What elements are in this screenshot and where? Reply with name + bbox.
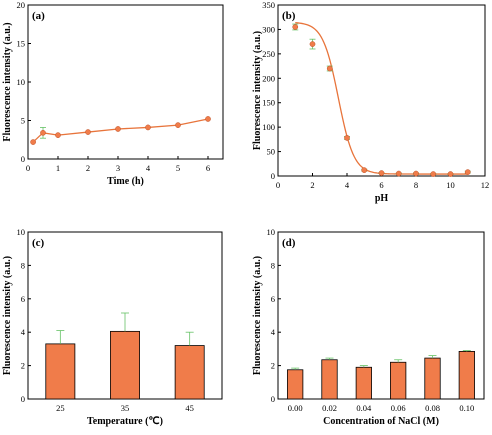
y-axis-title: Fluorescence intensity (a.u.) (252, 31, 263, 150)
bar (355, 366, 372, 400)
data-point (55, 132, 61, 138)
y-tick-label: 300 (262, 24, 275, 34)
y-tick-label: 8 (271, 260, 275, 270)
x-tick-label: 0.06 (391, 403, 406, 413)
data-point (145, 124, 151, 131)
y-tick-label: 0 (271, 171, 275, 181)
data-point (464, 169, 471, 175)
x-tick-label: 0.04 (356, 403, 372, 413)
x-tick-label: 2 (86, 163, 90, 173)
bar (287, 369, 304, 400)
bar (458, 351, 475, 400)
panel-a: 0 5 10 15 20 0 1 2 3 4 5 6 Time (h) Fluorescence inte… (2, 0, 224, 187)
x-tick-label: 0.08 (425, 403, 440, 413)
x-axis-title: pH (375, 193, 389, 204)
x-tick-label: 0 (26, 163, 30, 173)
bar (390, 361, 407, 400)
data-point (85, 129, 91, 135)
data-point (175, 122, 181, 128)
y-tick-label: 2 (21, 361, 25, 371)
plot-frame (277, 4, 486, 177)
y-tick-label: 4 (21, 327, 26, 337)
x-tick-label: 10 (446, 180, 455, 190)
x-tick-label: 25 (56, 403, 65, 413)
y-axis-title: Fluorescence intensity (a.u.) (252, 256, 263, 375)
bar (321, 359, 338, 400)
y-axis-title: Fluorescence intensity (a.u.) (2, 256, 13, 375)
data-point (447, 171, 454, 177)
series-line (32, 118, 209, 143)
x-tick-label: 8 (414, 180, 418, 190)
data-point (30, 139, 36, 145)
x-tick-label: 4 (146, 163, 151, 173)
y-tick-label: 50 (267, 147, 276, 157)
y-tick-label: 0 (21, 154, 25, 164)
x-tick-label: 0 (276, 180, 280, 190)
y-tick-label: 20 (17, 0, 26, 10)
panel-label: (b) (282, 10, 296, 22)
y-tick-label: 100 (262, 122, 275, 132)
y-tick-label: 200 (262, 73, 275, 83)
x-tick-label: 1 (56, 163, 60, 173)
data-point (344, 135, 350, 141)
x-tick-label: 6 (206, 163, 210, 173)
panel-label: (c) (32, 237, 45, 249)
x-axis-title: Temperature (℃) (87, 416, 163, 427)
panel-d: 0 2 4 6 8 10 0.00 0.02 0.04 0.06 0.08 0.10 Concentra… (252, 227, 485, 427)
y-tick-label: 10 (17, 77, 26, 87)
data-point (378, 170, 385, 176)
x-axis-title: Concentration of NaCl (M) (323, 416, 439, 427)
y-tick-label: 10 (17, 227, 26, 237)
x-tick-label: 0.02 (322, 403, 337, 413)
y-tick-label: 15 (17, 39, 26, 49)
bar (110, 330, 140, 400)
y-axis-title: Fluorescence intensity (a.u.) (2, 22, 13, 141)
series-line (295, 22, 468, 175)
y-tick-label: 4 (271, 327, 276, 337)
data-point (292, 24, 299, 30)
bar (45, 343, 76, 400)
y-tick-label: 2 (271, 361, 275, 371)
x-tick-label: 2 (310, 180, 314, 190)
x-tick-label: 0.10 (459, 403, 474, 413)
data-point (40, 129, 46, 136)
y-tick-label: 6 (271, 294, 275, 304)
x-axis-title: Time (h) (107, 176, 144, 187)
panel-b: 0 50 100 150 200 250 300 350 0 2 4 6 8 10 12 pH Fluoresc… (252, 0, 489, 204)
y-tick-label: 10 (267, 227, 276, 237)
data-point (326, 65, 333, 72)
x-tick-label: 35 (121, 403, 130, 413)
y-tick-label: 0 (21, 394, 25, 404)
panel-c: 0 2 4 6 8 10 25 35 45 Temperature (℃) Fluorescence… (2, 227, 223, 427)
data-point (309, 41, 316, 47)
y-tick-label: 150 (262, 98, 275, 108)
bar (174, 345, 205, 400)
y-tick-label: 5 (21, 116, 25, 126)
bar (424, 357, 441, 400)
x-tick-label: 0.00 (288, 403, 303, 413)
data-point (361, 167, 368, 173)
data-point (115, 126, 121, 132)
data-point (413, 170, 419, 177)
x-tick-label: 6 (379, 180, 383, 190)
x-tick-label: 3 (116, 163, 120, 173)
y-tick-label: 350 (262, 0, 275, 10)
panel-label: (a) (32, 10, 45, 22)
data-point (395, 170, 402, 177)
y-tick-label: 0 (271, 394, 275, 404)
x-tick-label: 4 (345, 180, 350, 190)
x-tick-label: 45 (185, 403, 194, 413)
data-point (430, 171, 437, 177)
x-tick-label: 12 (481, 180, 490, 190)
y-tick-label: 250 (262, 49, 275, 59)
plot-frame (277, 231, 485, 400)
y-tick-label: 8 (21, 260, 25, 270)
panel-label: (d) (282, 237, 296, 249)
x-tick-label: 5 (176, 163, 180, 173)
data-point (205, 116, 211, 122)
y-tick-label: 6 (21, 294, 25, 304)
